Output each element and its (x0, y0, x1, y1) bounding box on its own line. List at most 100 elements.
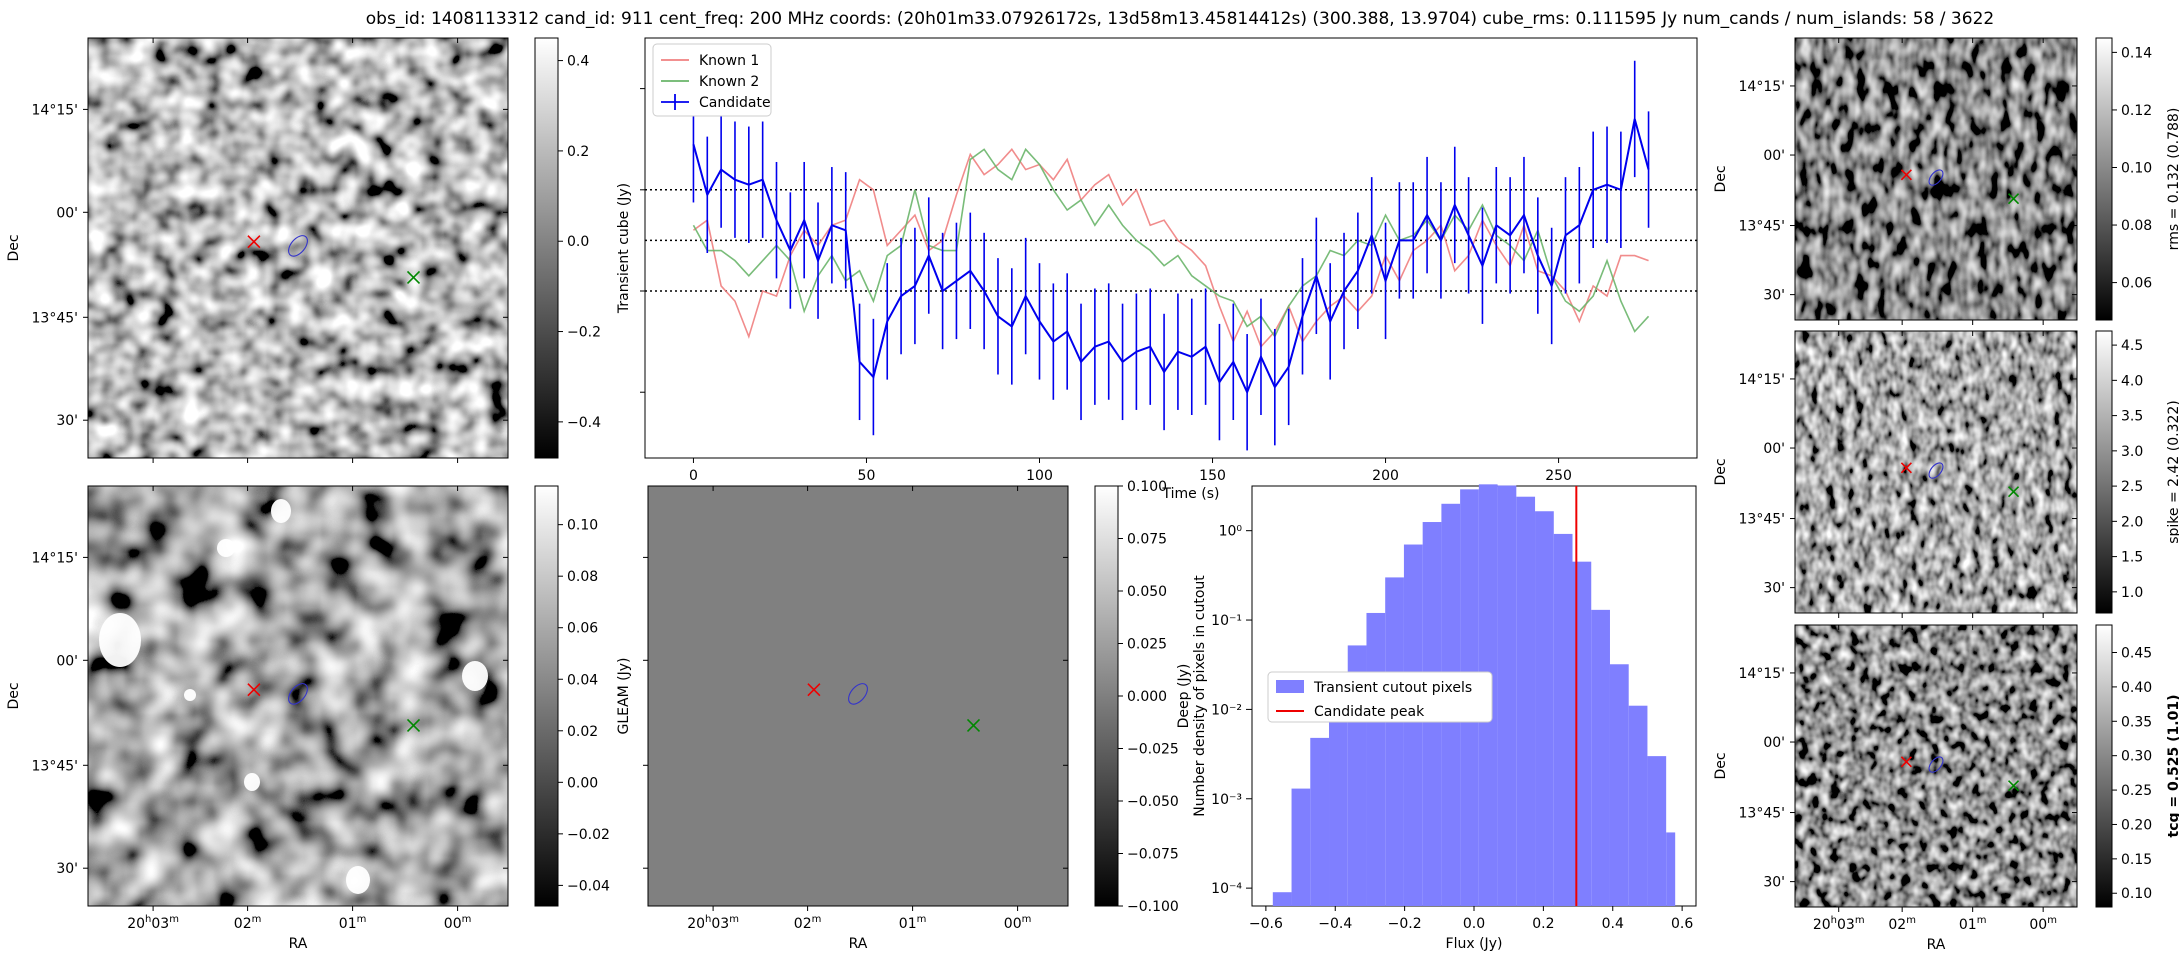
colorbar-label: spike = 2.42 (0.322) (2166, 400, 2179, 544)
hist-x-tick-label: −0.6 (1249, 916, 1283, 932)
dec-axis-label: Dec (1713, 752, 1729, 779)
candidate-contour (1928, 169, 1944, 186)
colorbar-tick-label: 2.5 (2121, 479, 2143, 495)
known-source-2-marker (406, 270, 421, 284)
panel-spike: 14°15' 00' 13°45' 30' Dec 4.5 4.0 3.5 3.0 2.5 2.0 1… (1713, 330, 2179, 618)
lc-x-tick-label: 200 (1372, 468, 1399, 484)
series-line-2 (692, 147, 1650, 339)
hist-y-tick-label: 10⁻³ (1211, 792, 1242, 808)
colorbar-tick-label: 0.2 (567, 144, 589, 160)
colorbar-label: Transient cube (Jy) (616, 183, 632, 314)
colorbar-tick-label: 0.30 (2121, 749, 2152, 765)
hist-bar (1291, 788, 1311, 906)
known-source-1-marker (247, 683, 261, 697)
colorbar-label: tcg = 0.525 (1.01) (2166, 695, 2179, 838)
lc-legend-box (652, 43, 772, 117)
colorbar-tick-label: 0.4 (567, 54, 589, 70)
hist-y-axis-label: Number density of pixels in cutout (1192, 575, 1208, 817)
colorbar-tick-label: −0.02 (567, 827, 610, 843)
hist-y-tick-label: 10⁻⁴ (1211, 881, 1242, 897)
candidate-contour (288, 235, 308, 257)
hist-legend-label: Candidate peak (1314, 704, 1425, 720)
panel-rms-image (1795, 38, 2077, 320)
panel-rms: 14°15' 00' 13°45' 30' Dec 0.14 0.12 0.10 0.08 0.0… (1713, 37, 2179, 325)
dec-tick-label: 13°45' (1739, 806, 1785, 822)
panel-tcg-frame (1794, 624, 2078, 908)
hist-bar (1609, 664, 1629, 906)
hist-bar (1385, 577, 1404, 906)
hist-bar (1516, 496, 1536, 906)
series-line-3 (692, 118, 1650, 395)
panel-deep-frame (647, 485, 1069, 907)
colorbar-gleam_image: 0.10 0.08 0.06 0.04 0.02 0.00 −0.02 −0.04 GLEAM … (534, 485, 632, 907)
panel-spike-image (1795, 331, 2077, 613)
figure-title: obs_id: 1408113312 cand_id: 911 cent_fre… (366, 9, 1994, 29)
bright-source-blob (271, 499, 291, 523)
hist-legend-swatch (1276, 680, 1304, 693)
panel-gleam_image-image (88, 486, 508, 906)
hist-legend: Transient cutout pixels Candidate peak (1267, 671, 1493, 723)
panel-transient: 14°15' 00' 13°45' 30' Dec 0.4 0.2 0.0 −0.2 −0.4 Tr… (6, 37, 632, 463)
colorbar-tick-label: −0.100 (1127, 899, 1179, 915)
hist-bar (1310, 737, 1330, 906)
hist-bar (1366, 612, 1386, 906)
lc-legend-label: Candidate (699, 95, 771, 111)
panel-gleam_image: 20h03m 02m 01m 00m RA 14°15' 00' 13°45' 30' Dec 0.… (6, 485, 632, 952)
colorbar-tick-label: 0.025 (1127, 637, 1167, 653)
dec-tick-label: 13°45' (32, 758, 78, 774)
dec-tick-label: 14°15' (1739, 372, 1785, 388)
hist-x-tick-label: 0.6 (1671, 916, 1693, 932)
dec-tick-label: 14°15' (1739, 666, 1785, 682)
dec-tick-label: 14°15' (32, 102, 78, 118)
dec-tick-label: 14°15' (1739, 79, 1785, 95)
ra-tick-label: 02m (234, 914, 262, 932)
colorbar-tick-label: 0.45 (2121, 646, 2152, 662)
dec-tick-label: 13°45' (1739, 219, 1785, 235)
hist-bar (1403, 544, 1423, 906)
bright-source-blob (244, 773, 260, 791)
lc-x-tick-label: 50 (858, 468, 876, 484)
ra-axis-label: RA (289, 936, 308, 952)
light-curve-chart: 0 50 100 150 200 250 Time (s) Known 1 Known 2 Can… (640, 37, 1698, 502)
panel-rms-frame (1794, 37, 2078, 321)
ra-tick-label: 20h03m (1813, 915, 1865, 933)
colorbar-tick-label: 0.20 (2121, 817, 2152, 833)
known-source-2-marker (2007, 193, 2020, 205)
dec-tick-label: 30' (1763, 875, 1785, 891)
lc-x-tick-label: 0 (689, 468, 698, 484)
colorbar-gradient (2095, 624, 2113, 908)
hist-y-tick-label: 10⁰ (1219, 524, 1243, 540)
colorbar-tick-label: 0.35 (2121, 714, 2152, 730)
ra-axis-label: RA (849, 936, 868, 952)
ra-tick-label: 01m (1959, 915, 1987, 933)
hist-bar (1272, 892, 1292, 906)
ra-tick-label: 01m (899, 914, 927, 932)
lc-x-axis-label: Time (s) (1162, 486, 1220, 502)
dec-tick-label: 30' (1763, 288, 1785, 304)
hist-bar (1591, 609, 1610, 906)
hist-y-tick-label: 10⁻¹ (1211, 613, 1242, 629)
ra-tick-label: 02m (1888, 915, 1916, 933)
hist-x-tick-label: 0.0 (1463, 916, 1485, 932)
ra-axis-label: RA (1927, 937, 1946, 953)
dec-axis-label: Dec (6, 234, 22, 261)
colorbar-label: GLEAM (Jy) (616, 658, 632, 735)
colorbar-tick-label: −0.4 (567, 415, 601, 431)
panel-transient-frame (87, 37, 509, 459)
colorbar-tick-label: 1.0 (2121, 585, 2143, 601)
dec-tick-label: 13°45' (1739, 512, 1785, 528)
dec-tick-label: 13°45' (32, 310, 78, 326)
ra-tick-label: 20h03m (127, 914, 179, 932)
colorbar-transient: 0.4 0.2 0.0 −0.2 −0.4 Transient cube (Jy) (534, 37, 632, 459)
ra-tick-label: 02m (794, 914, 822, 932)
colorbar-tick-label: 3.0 (2121, 444, 2143, 460)
colorbar-tick-label: 0.0 (567, 234, 589, 250)
colorbar-tick-label: 3.5 (2121, 409, 2143, 425)
candidate-contour (848, 683, 868, 705)
colorbar-tick-label: 0.08 (567, 569, 598, 585)
dec-tick-label: 30' (56, 413, 78, 429)
colorbar-tick-label: −0.075 (1127, 847, 1179, 863)
colorbar-gradient (2095, 330, 2113, 614)
colorbar-gradient (534, 37, 559, 459)
